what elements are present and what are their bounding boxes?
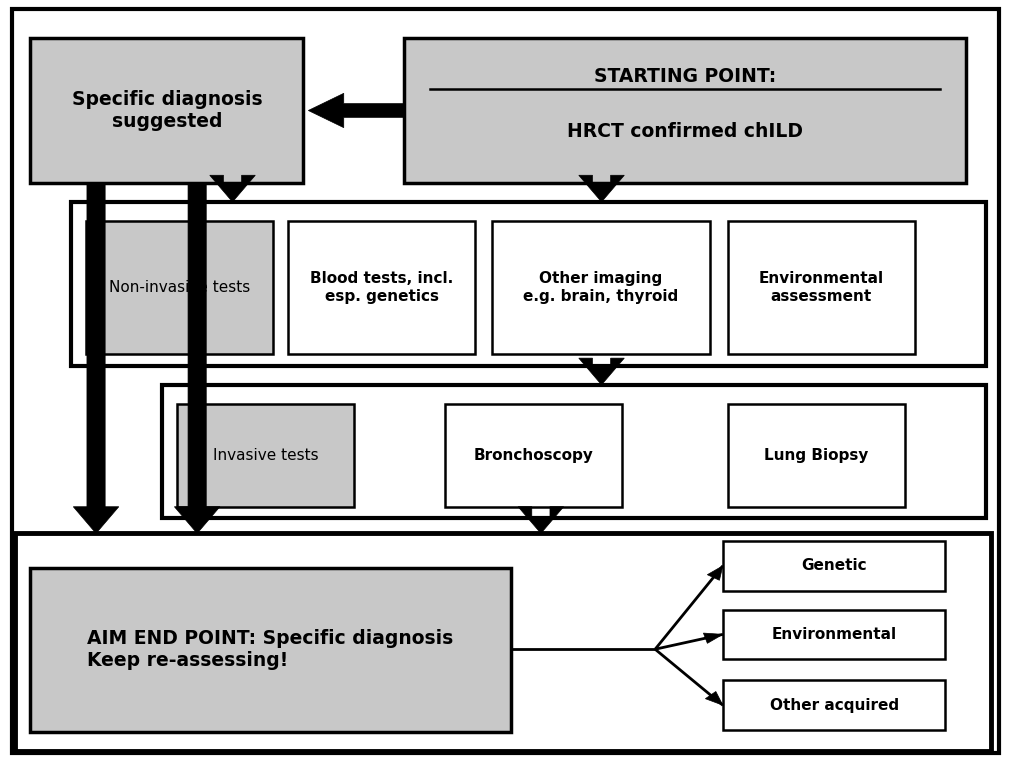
Bar xyxy=(177,404,354,507)
Bar xyxy=(723,610,945,659)
Polygon shape xyxy=(519,507,564,533)
Polygon shape xyxy=(578,175,624,202)
Bar xyxy=(288,221,475,354)
Polygon shape xyxy=(74,183,118,533)
Text: Bronchoscopy: Bronchoscopy xyxy=(473,448,593,463)
Bar xyxy=(404,38,966,183)
Polygon shape xyxy=(708,565,723,581)
Text: HRCT confirmed chILD: HRCT confirmed chILD xyxy=(567,123,803,141)
Text: Specific diagnosis
suggested: Specific diagnosis suggested xyxy=(72,90,262,131)
Polygon shape xyxy=(175,183,220,533)
Bar xyxy=(15,533,991,751)
Text: Other acquired: Other acquired xyxy=(769,698,899,712)
Bar xyxy=(492,221,710,354)
Polygon shape xyxy=(210,175,255,202)
Bar xyxy=(71,202,986,366)
Bar xyxy=(445,404,622,507)
Text: Non-invasive tests: Non-invasive tests xyxy=(109,280,250,295)
Text: STARTING POINT:: STARTING POINT: xyxy=(593,67,776,85)
Polygon shape xyxy=(706,691,723,706)
Polygon shape xyxy=(704,633,723,643)
Bar xyxy=(728,404,905,507)
Text: Other imaging
e.g. brain, thyroid: Other imaging e.g. brain, thyroid xyxy=(524,271,678,304)
Text: AIM END POINT: Specific diagnosis
Keep re-assessing!: AIM END POINT: Specific diagnosis Keep r… xyxy=(87,629,454,670)
Bar xyxy=(30,568,511,732)
Bar xyxy=(723,680,945,730)
Text: Genetic: Genetic xyxy=(802,559,866,573)
Text: Environmental: Environmental xyxy=(771,627,897,642)
Text: Lung Biopsy: Lung Biopsy xyxy=(764,448,868,463)
Bar xyxy=(30,38,303,183)
Text: Blood tests, incl.
esp. genetics: Blood tests, incl. esp. genetics xyxy=(310,271,453,304)
Polygon shape xyxy=(308,94,404,127)
Bar xyxy=(728,221,915,354)
Bar xyxy=(723,541,945,591)
Bar xyxy=(162,385,986,518)
Bar xyxy=(86,221,273,354)
Text: Environmental
assessment: Environmental assessment xyxy=(759,271,884,304)
Text: Invasive tests: Invasive tests xyxy=(212,448,318,463)
Polygon shape xyxy=(578,358,624,385)
